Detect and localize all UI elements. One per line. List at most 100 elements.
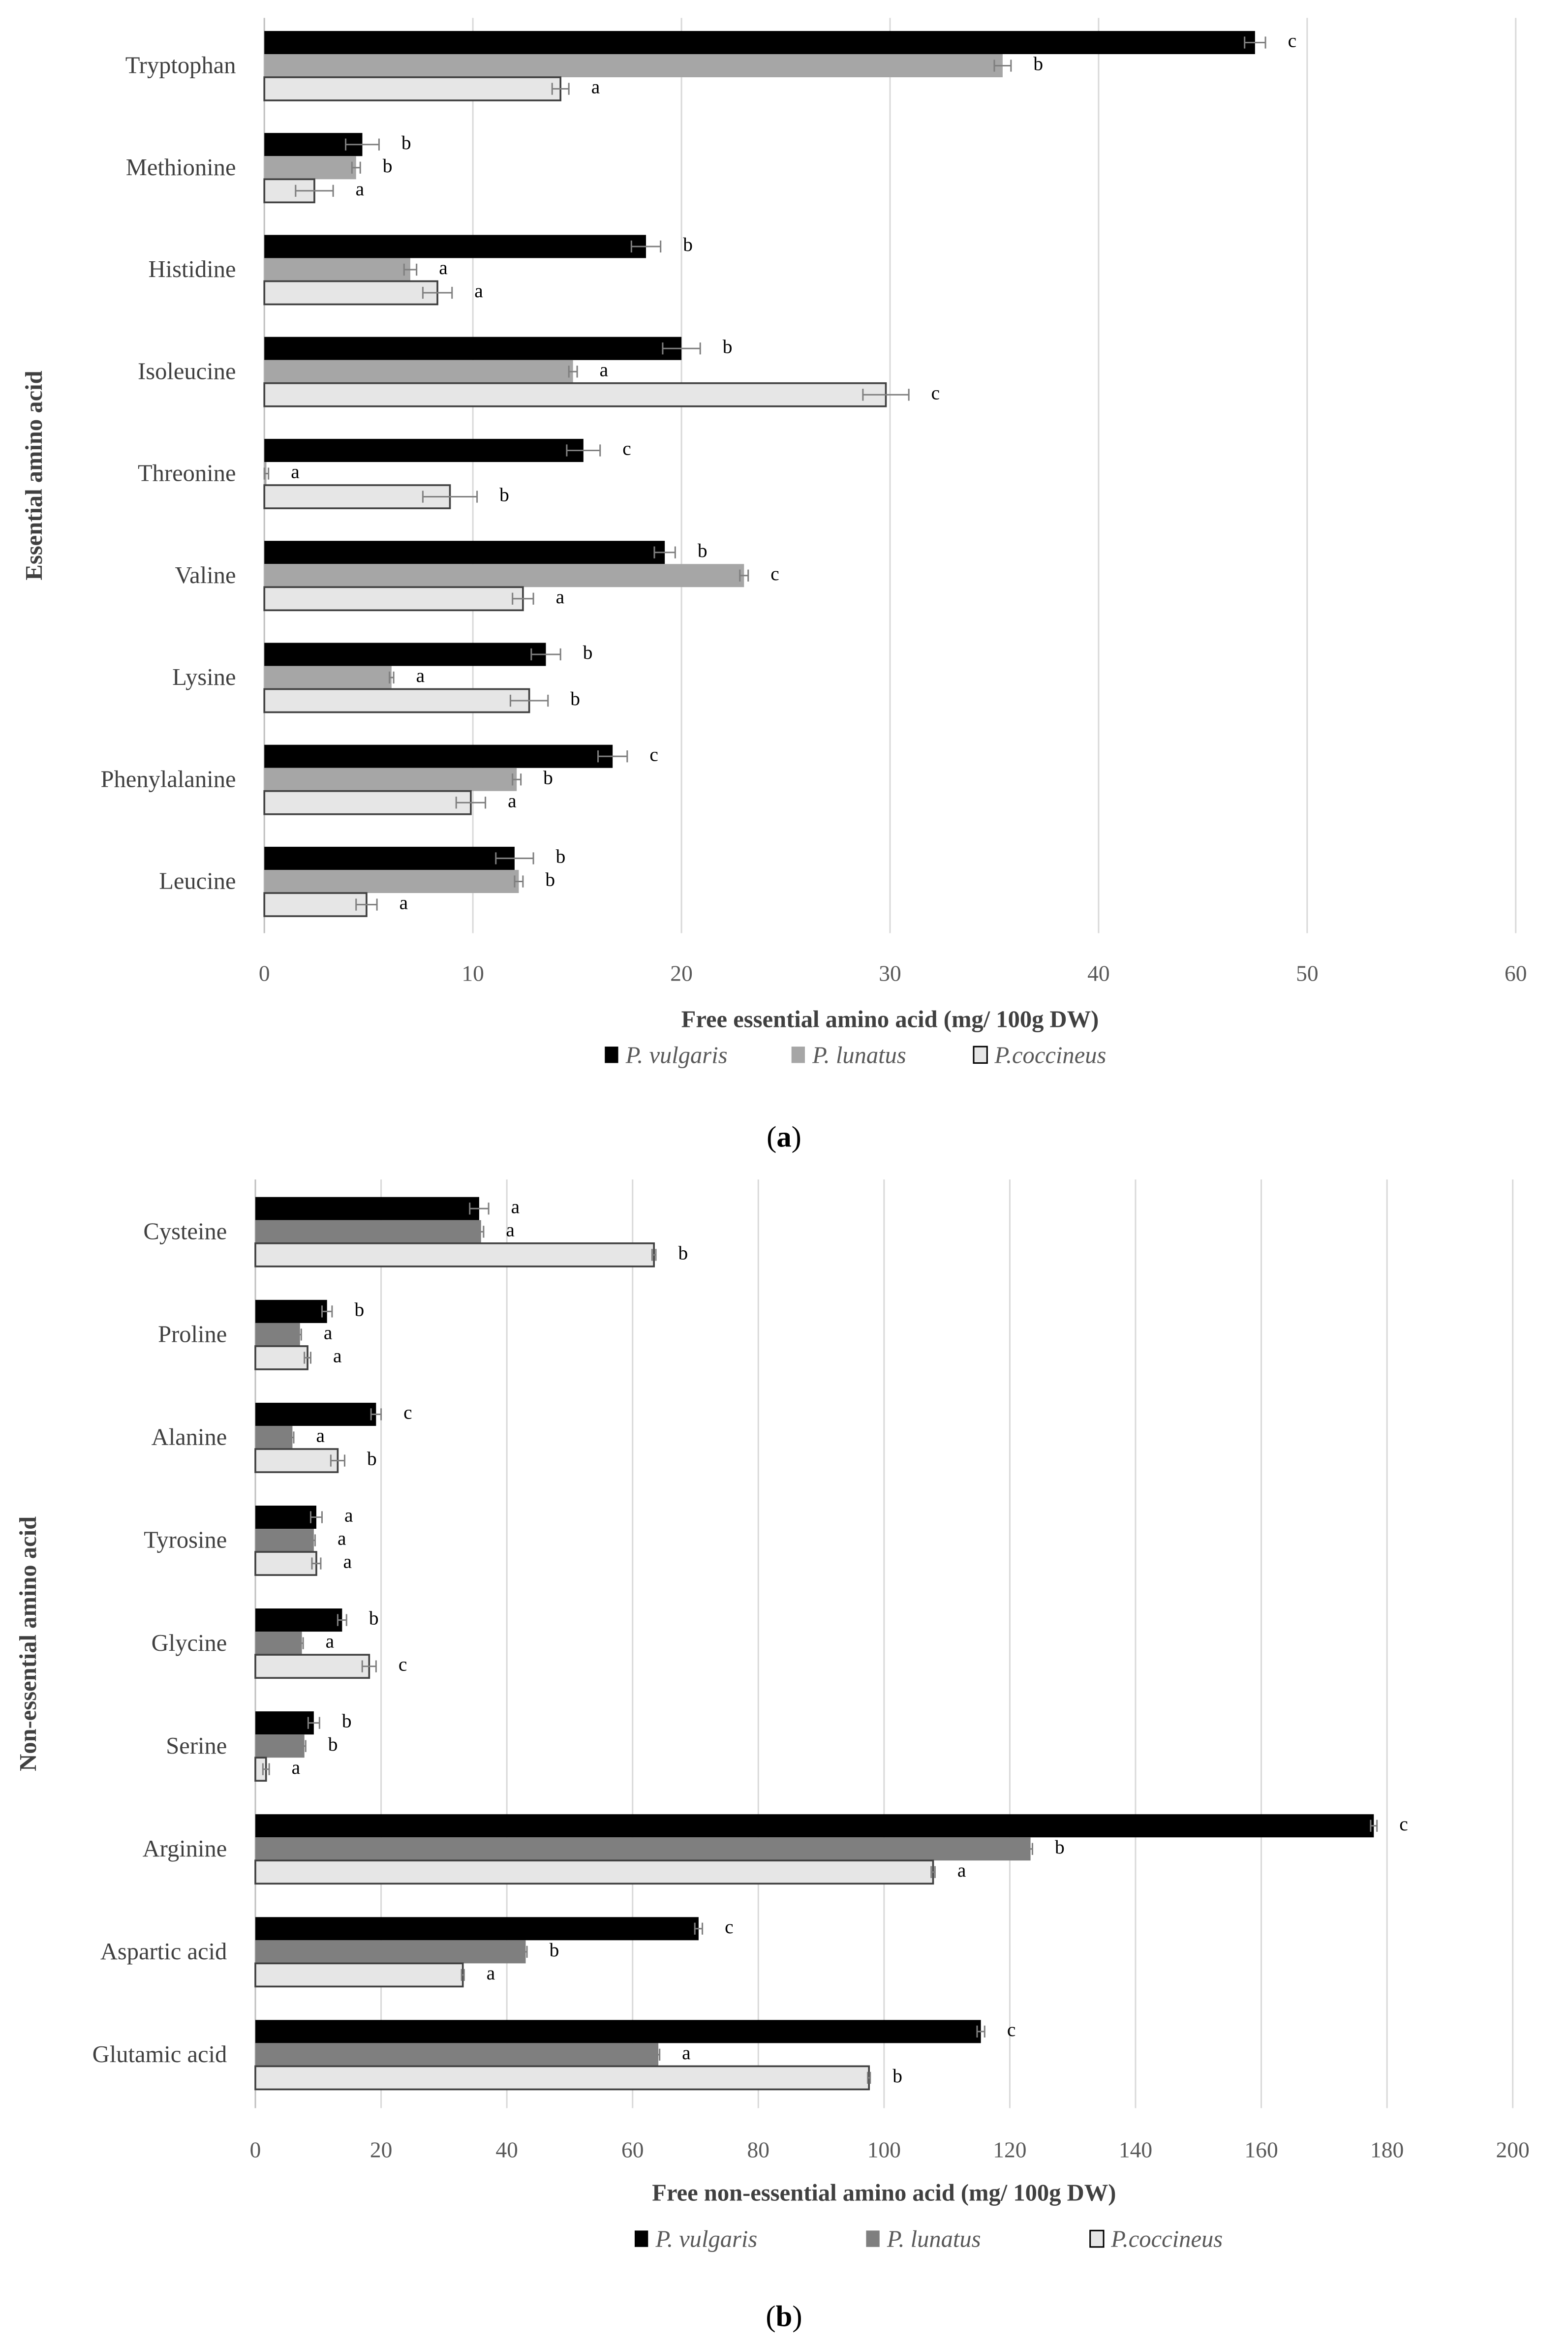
bar-pvulgaris (264, 541, 665, 564)
bar-pcoccineus (263, 280, 438, 306)
category-label: Tryptophan (125, 52, 236, 79)
x-tick-label: 200 (1496, 2137, 1530, 2162)
significance-letter: a (487, 1962, 495, 1984)
x-tick-label: 30 (879, 961, 901, 986)
bar-pcoccineus (254, 1859, 934, 1885)
x-tick-label: 180 (1370, 2137, 1404, 2162)
y-axis-title: Non-essential amino acid (15, 1516, 41, 1771)
bar-pvulgaris (255, 1608, 342, 1632)
bar-plunatus (255, 1940, 526, 1964)
significance-letter: a (400, 892, 408, 914)
significance-letter: b (369, 1607, 379, 1629)
category-label: Phenylalanine (100, 766, 236, 792)
x-tick-label: 120 (993, 2137, 1026, 2162)
significance-letter: a (343, 1551, 352, 1573)
significance-letter: b (367, 1448, 377, 1470)
legend-label: P. lunatus (812, 1042, 906, 1068)
x-axis-title: Free essential amino acid (mg/ 100g DW) (681, 1006, 1099, 1033)
significance-letter: b (678, 1242, 688, 1264)
significance-letter: b (723, 336, 733, 357)
significance-letter: b (543, 767, 553, 788)
significance-letter: a (511, 1196, 520, 1217)
legend-swatch (866, 2230, 880, 2247)
x-tick-label: 140 (1119, 2137, 1152, 2162)
category-label: Methionine (126, 154, 236, 181)
significance-letter: a (333, 1345, 342, 1367)
x-tick-label: 60 (1505, 961, 1527, 986)
bar-pvulgaris (264, 846, 515, 870)
significance-letter: a (316, 1425, 325, 1447)
legend-swatch (791, 1047, 805, 1063)
significance-letter: c (403, 1402, 412, 1423)
category-label: Glutamic acid (92, 2041, 227, 2068)
significance-letter: b (892, 2065, 902, 2087)
bar-plunatus (264, 258, 410, 281)
significance-letter: b (401, 132, 411, 154)
bar-plunatus (255, 1323, 300, 1346)
significance-letter: b (1033, 53, 1043, 75)
panel-label: (b) (766, 2300, 802, 2333)
bar-pcoccineus (263, 76, 562, 101)
bar-pcoccineus (254, 1448, 339, 1473)
significance-letter: c (770, 563, 779, 585)
bar-pvulgaris (255, 1711, 314, 1735)
bar-pcoccineus (254, 1345, 308, 1370)
x-tick-label: 100 (867, 2137, 901, 2162)
significance-letter: b (550, 1939, 559, 1961)
category-label: Arginine (143, 1835, 227, 1862)
significance-letter: c (725, 1916, 734, 1938)
significance-letter: c (1288, 30, 1297, 52)
significance-letter: a (474, 280, 483, 302)
category-label: Alanine (152, 1424, 227, 1451)
category-label: Tyrosine (144, 1527, 227, 1553)
significance-letter: c (1399, 1813, 1408, 1835)
bar-plunatus (264, 666, 392, 689)
x-tick-label: 0 (259, 961, 270, 986)
bar-pvulgaris (264, 643, 546, 666)
significance-letter: b (499, 484, 509, 506)
significance-letter: a (291, 461, 300, 483)
significance-letter: a (324, 1322, 333, 1344)
x-tick-label: 0 (250, 2137, 261, 2162)
bar-plunatus (255, 1734, 305, 1758)
x-tick-label: 80 (747, 2137, 770, 2162)
bar-pvulgaris (264, 337, 682, 360)
bar-pcoccineus (263, 790, 472, 815)
x-axis-title: Free non-essential amino acid (mg/ 100g … (652, 2180, 1116, 2206)
panel-label: (a) (767, 1120, 801, 1153)
bar-pvulgaris (255, 1402, 376, 1426)
category-label: Isoleucine (138, 358, 236, 384)
significance-letter: b (583, 642, 593, 663)
significance-letter: a (508, 790, 517, 811)
significance-letter: c (931, 382, 940, 403)
significance-letter: b (342, 1710, 352, 1732)
legend-label: P. lunatus (887, 2226, 981, 2253)
legend-label: P.coccineus (994, 1042, 1106, 1068)
bar-plunatus (264, 156, 356, 180)
category-label: Histidine (149, 256, 236, 282)
x-tick-label: 20 (670, 961, 693, 986)
legend-swatch (1089, 2229, 1105, 2248)
significance-letter: a (591, 76, 600, 98)
significance-letter: a (682, 2042, 691, 2064)
bar-pcoccineus (254, 1551, 317, 1576)
significance-letter: b (545, 869, 555, 891)
x-tick-label: 20 (370, 2137, 393, 2162)
bar-pvulgaris (255, 1197, 479, 1220)
category-label: Lysine (172, 664, 236, 690)
bar-pcoccineus (263, 688, 530, 713)
significance-letter: a (356, 178, 365, 200)
bar-plunatus (255, 1425, 293, 1449)
category-label: Glycine (152, 1630, 227, 1656)
category-label: Leucine (159, 868, 236, 895)
bar-pvulgaris (264, 744, 613, 768)
bar-pcoccineus (254, 2065, 870, 2091)
panel-letter: a (776, 1120, 791, 1153)
category-label: Valine (175, 562, 236, 588)
significance-letter: b (570, 688, 580, 710)
bar-plunatus (255, 1220, 481, 1243)
significance-letter: b (354, 1298, 364, 1320)
significance-letter: c (1007, 2019, 1016, 2040)
bar-plunatus (255, 2043, 659, 2067)
